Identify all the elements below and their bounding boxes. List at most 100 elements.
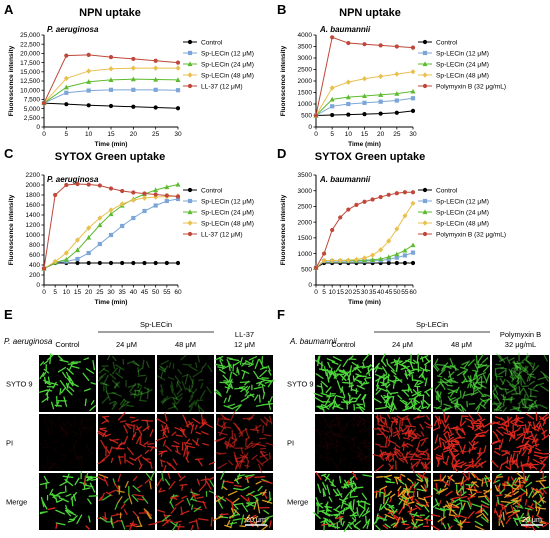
x-tick-label: 0 — [314, 131, 318, 138]
legend-label: Sp-LECin (48 μM) — [201, 220, 254, 227]
bacterium — [223, 421, 226, 430]
bacterium — [389, 497, 393, 503]
bacterium — [79, 430, 82, 440]
bacterium — [447, 396, 452, 402]
bacterium — [381, 428, 390, 433]
legend-label: Sp-LECin (12 μM) — [201, 50, 254, 57]
bacterium — [355, 420, 360, 429]
bacterium — [338, 435, 346, 438]
bacterium — [480, 500, 490, 506]
bacterium — [417, 523, 424, 527]
bacterium — [414, 380, 419, 386]
data-point — [378, 256, 384, 262]
data-point — [131, 260, 136, 266]
bacterium — [448, 445, 454, 454]
bacterium — [188, 400, 196, 408]
bacterium — [240, 448, 244, 455]
bacterium — [349, 489, 352, 497]
bacterium — [321, 415, 328, 423]
chart-title: SYTOX Green uptake — [55, 151, 165, 163]
bacterium — [525, 481, 533, 488]
bacterium — [463, 360, 470, 369]
panel-label-c: C — [4, 146, 14, 161]
bacterium — [416, 478, 423, 483]
bacterium — [113, 482, 120, 491]
bacterium — [404, 501, 415, 505]
bacterium — [416, 432, 422, 437]
bacterium — [71, 365, 80, 369]
bacterium — [235, 404, 242, 412]
bacterium — [111, 379, 120, 388]
bacterium — [415, 474, 424, 482]
bacterium — [412, 359, 418, 364]
bacterium — [450, 496, 461, 500]
bacterium — [341, 486, 348, 489]
bacterium — [533, 454, 544, 459]
x-tick-label: 25 — [353, 289, 361, 296]
bacterium — [201, 431, 209, 435]
y-tick-label: 2000 — [26, 182, 41, 189]
bacterium — [524, 424, 527, 430]
bacterium — [126, 424, 132, 429]
bacterium — [529, 403, 533, 411]
bacterium — [317, 355, 320, 362]
bacterium — [40, 496, 45, 508]
bacterium — [146, 388, 149, 400]
bacterium — [267, 365, 271, 372]
bacterium — [423, 495, 433, 499]
data-point — [108, 66, 114, 72]
bacterium — [313, 511, 321, 519]
bacterium — [457, 514, 468, 519]
bacterium — [419, 423, 424, 430]
bacterium — [467, 375, 471, 381]
bacterium — [170, 384, 174, 394]
bacterium — [402, 425, 409, 432]
bacterium — [141, 496, 149, 504]
bacterium — [323, 430, 331, 438]
bacterium — [252, 515, 259, 520]
data-point — [346, 40, 351, 46]
bacterium — [269, 415, 273, 425]
bacterium — [39, 389, 49, 393]
bacterium — [424, 484, 427, 492]
bacterium — [326, 372, 330, 383]
bacterium — [423, 399, 430, 407]
data-point — [108, 103, 114, 109]
legend-label: Sp-LECin (24 μM) — [201, 61, 254, 68]
bacterium — [67, 519, 75, 523]
x-tick-label: 15 — [361, 131, 369, 138]
bacterium — [454, 440, 459, 445]
bacterium — [251, 454, 258, 460]
bacterium — [518, 385, 521, 396]
bacterium — [134, 454, 143, 460]
bacterium — [497, 496, 500, 505]
bacterium — [254, 358, 260, 370]
legend-item: Control — [183, 187, 223, 194]
bacterium — [318, 509, 325, 512]
micro-image — [373, 353, 433, 413]
bacterium — [419, 437, 429, 442]
bacterium — [415, 519, 424, 521]
data-point — [402, 190, 408, 195]
bacterium — [386, 358, 389, 365]
bacterium — [315, 472, 322, 480]
bacterium — [450, 452, 457, 463]
bacterium — [176, 380, 179, 388]
bacterium — [149, 480, 152, 490]
bacterium — [484, 477, 491, 480]
bacterium — [482, 422, 491, 428]
data-point — [370, 197, 375, 202]
bacterium — [357, 499, 360, 507]
bacterium — [86, 444, 91, 454]
bacterium — [348, 355, 354, 361]
bacterium — [179, 427, 185, 433]
bacterium — [532, 362, 536, 371]
bacterium — [504, 494, 512, 497]
bacterium — [478, 462, 483, 468]
bacterium — [342, 359, 349, 368]
bacterium — [246, 441, 253, 448]
bacterium — [159, 459, 166, 463]
bacterium — [203, 422, 213, 429]
bacterium — [521, 385, 530, 388]
bacterium — [473, 418, 482, 424]
